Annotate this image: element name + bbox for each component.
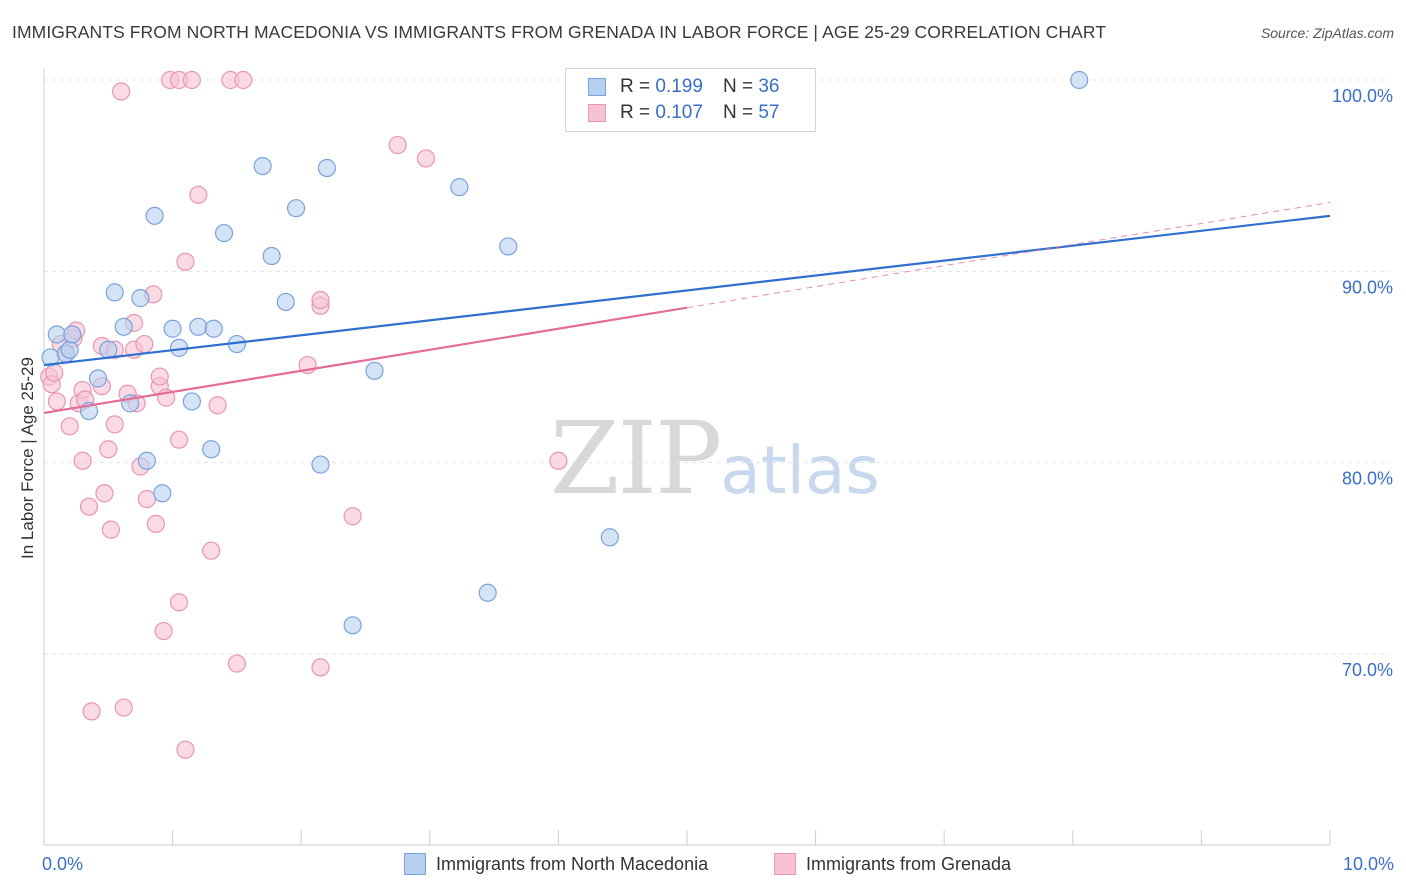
point-grenada: [388, 135, 407, 155]
legend-r-label: R =: [620, 76, 651, 97]
trendline-grenada: [43, 306, 688, 415]
point-north-macedonia: [343, 616, 362, 635]
point-grenada: [234, 70, 253, 90]
point-grenada: [146, 514, 165, 533]
point-grenada: [112, 82, 131, 101]
watermark-zip: ZIP: [550, 400, 722, 517]
legend-row-grenada: R = 0.107 N = 57: [588, 101, 779, 125]
point-grenada: [135, 334, 154, 354]
point-north-macedonia: [88, 369, 108, 388]
point-grenada: [227, 654, 246, 673]
point-grenada: [82, 702, 101, 721]
point-north-macedonia: [1070, 70, 1089, 90]
point-north-macedonia: [189, 317, 208, 336]
trendline-grenada-extension: [686, 201, 1331, 309]
legend-label: Immigrants from Grenada: [806, 853, 1012, 874]
point-north-macedonia: [317, 158, 337, 178]
legend-r-value: 0.107: [655, 102, 703, 123]
legend-n-value: 57: [758, 102, 780, 123]
point-grenada: [150, 367, 169, 386]
chart-title: IMMIGRANTS FROM NORTH MACEDONIA VS IMMIG…: [12, 22, 1107, 42]
point-grenada: [95, 484, 114, 503]
point-grenada: [549, 451, 568, 470]
point-north-macedonia: [202, 440, 221, 459]
point-grenada: [416, 149, 436, 168]
legend-item-north-macedonia[interactable]: Immigrants from North Macedonia: [404, 851, 708, 877]
watermark-atlas: atlas: [720, 432, 880, 509]
y-tick-label: 80.0%: [1342, 469, 1393, 489]
point-north-macedonia: [478, 583, 497, 602]
legend-item-grenada[interactable]: Immigrants from Grenada: [774, 851, 1011, 877]
legend-r-value: 0.199: [655, 76, 703, 97]
point-grenada: [154, 621, 173, 641]
point-north-macedonia: [114, 317, 133, 336]
legend-swatch-pink: [774, 853, 796, 875]
point-north-macedonia: [450, 178, 469, 197]
stats-legend: R = 0.199 N = 36 R = 0.107 N = 57: [565, 68, 816, 132]
point-grenada: [169, 430, 189, 449]
point-grenada: [182, 70, 201, 90]
legend-n-value: 36: [758, 76, 780, 97]
point-north-macedonia: [60, 340, 79, 359]
legend-label: Immigrants from North Macedonia: [436, 853, 709, 874]
point-north-macedonia: [63, 325, 82, 344]
point-north-macedonia: [131, 289, 150, 308]
legend-row-north-macedonia: R = 0.199 N = 36: [588, 75, 779, 99]
point-north-macedonia: [182, 392, 201, 411]
legend-r-label: R =: [620, 102, 651, 123]
point-grenada: [137, 489, 156, 509]
y-tick-label: 90.0%: [1342, 277, 1393, 297]
y-tick-label: 70.0%: [1342, 660, 1393, 680]
point-grenada: [73, 451, 92, 470]
point-north-macedonia: [286, 199, 306, 218]
point-grenada: [114, 698, 133, 717]
point-grenada: [189, 185, 208, 204]
point-north-macedonia: [163, 319, 182, 338]
point-north-macedonia: [137, 451, 156, 470]
point-grenada: [79, 497, 99, 516]
point-north-macedonia: [153, 484, 172, 503]
point-grenada: [208, 396, 227, 415]
point-north-macedonia: [145, 206, 164, 225]
point-grenada: [45, 363, 64, 382]
point-grenada: [99, 440, 118, 459]
legend-n-label: N =: [722, 102, 754, 123]
point-grenada: [311, 290, 330, 310]
legend-swatch-blue: [588, 78, 606, 96]
point-north-macedonia: [600, 528, 619, 547]
point-grenada: [47, 392, 66, 411]
legend-n-label: N =: [722, 76, 754, 97]
point-grenada: [343, 507, 362, 526]
point-north-macedonia: [365, 361, 384, 380]
x-tick-label: 10.0%: [1343, 854, 1394, 874]
point-north-macedonia: [105, 283, 124, 302]
point-north-macedonia: [214, 223, 234, 243]
point-grenada: [105, 415, 124, 434]
point-grenada: [176, 252, 195, 271]
point-north-macedonia: [99, 340, 118, 359]
legend-swatch-blue: [404, 853, 426, 875]
legend-swatch-pink: [588, 104, 606, 122]
point-north-macedonia: [47, 325, 66, 344]
point-north-macedonia: [276, 292, 295, 312]
point-grenada: [101, 520, 120, 539]
point-grenada: [176, 740, 195, 759]
point-north-macedonia: [311, 455, 330, 474]
point-grenada: [202, 541, 221, 560]
point-north-macedonia: [253, 157, 272, 176]
x-tick-label: 0.0%: [42, 854, 83, 874]
y-tick-label: 100.0%: [1332, 86, 1393, 106]
point-grenada: [169, 593, 189, 612]
point-north-macedonia: [204, 319, 223, 338]
point-north-macedonia: [262, 246, 281, 266]
point-north-macedonia: [499, 237, 518, 256]
chart-source: Source: ZipAtlas.com: [1260, 25, 1394, 41]
y-axis-label: In Labor Force | Age 25-29: [18, 357, 37, 559]
point-grenada: [311, 658, 330, 677]
point-grenada: [60, 417, 79, 436]
watermark: ZIPatlas: [550, 400, 880, 517]
trendline-north-macedonia: [43, 214, 1331, 367]
